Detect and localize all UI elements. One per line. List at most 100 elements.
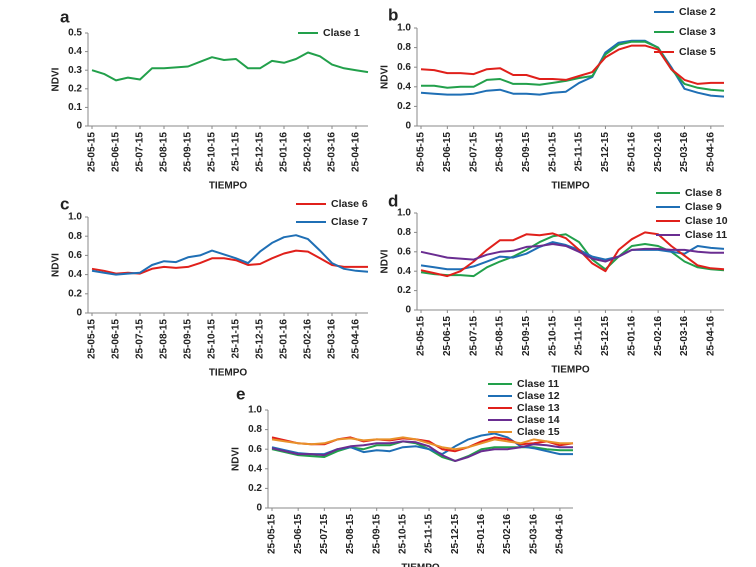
legend-label: Clase 11 [517,378,559,390]
series-line [420,241,725,271]
legend-label: Clase 15 [517,426,560,438]
x-tick-label: 25-12-15 [600,316,611,356]
y-tick-label: 0.6 [397,246,411,257]
y-tick-label: 0.4 [248,463,262,474]
x-tick-label: 25-06-15 [293,514,304,554]
x-tick-label: 25-06-15 [442,132,453,172]
x-tick-label: 25-05-15 [87,132,98,172]
y-axis-title: NDVI [51,67,62,91]
x-tick-label: 25-12-15 [600,132,611,172]
x-tick-label: 25-06-15 [442,316,453,356]
x-tick-label: 25-03-16 [679,316,690,356]
x-tick-label: 25-07-15 [319,514,330,554]
y-tick-label: 0.5 [68,28,82,39]
x-tick-label: 25-12-15 [450,514,461,554]
x-tick-label: 25-05-15 [416,132,427,172]
x-tick-label: 25-10-15 [398,514,409,554]
x-tick-label: 25-02-16 [303,132,314,172]
x-tick-label: 25-04-16 [351,319,362,359]
x-tick-label: 25-06-15 [111,319,122,359]
legend-label: Clase 13 [517,402,560,414]
legend-label: Clase 1 [323,27,360,39]
y-tick-label: 0.4 [68,46,82,57]
x-tick-label: 25-08-15 [159,319,170,359]
x-tick-label: 25-05-15 [267,514,278,554]
y-tick-label: 0.2 [68,288,82,299]
x-tick-label: 25-01-16 [279,319,290,359]
x-tick-label: 25-07-15 [468,316,479,356]
series-line [271,436,573,451]
y-axis-title: NDVI [51,253,62,277]
y-tick-label: 0.8 [397,227,411,238]
y-tick-label: 0.4 [397,81,411,92]
x-tick-label: 25-09-15 [183,132,194,172]
series-line [420,231,725,278]
x-tick-label: 25-01-16 [476,514,487,554]
x-tick-label: 25-02-16 [303,319,314,359]
series-line [271,440,573,462]
x-tick-label: 25-02-16 [653,132,664,172]
panel-label: b [388,5,398,24]
series-line [420,233,725,278]
y-tick-label: 0 [405,121,411,132]
x-tick-label: 25-11-15 [574,132,585,172]
panel-label: e [236,384,245,403]
x-tick-label: 25-09-15 [183,319,194,359]
x-tick-label: 25-06-15 [111,132,122,172]
y-tick-label: 0 [76,308,82,319]
x-tick-label: 25-03-16 [528,514,539,554]
y-tick-label: 1.0 [397,23,411,34]
x-tick-label: 25-08-15 [159,132,170,172]
x-tick-label: 25-04-16 [351,132,362,172]
x-axis-title: TIEMPO [401,563,440,567]
x-tick-label: 25-09-15 [371,514,382,554]
y-tick-label: 0 [256,503,262,514]
x-tick-label: 25-02-16 [653,316,664,356]
y-tick-label: 0.1 [68,102,82,113]
panel-label: c [60,194,69,213]
y-tick-label: 0.2 [397,101,411,112]
x-tick-label: 25-02-16 [502,514,513,554]
x-tick-label: 25-08-15 [495,316,506,356]
y-tick-label: 0.4 [397,266,411,277]
x-axis-title: TIEMPO [551,181,590,192]
y-tick-label: 0.8 [248,424,262,435]
x-axis-title: TIEMPO [209,368,248,379]
x-tick-label: 25-12-15 [255,319,266,359]
x-tick-label: 25-10-15 [547,132,558,172]
panel-label: d [388,191,398,210]
y-tick-label: 0 [76,121,82,132]
x-tick-label: 25-10-15 [547,316,558,356]
x-tick-label: 25-01-16 [626,316,637,356]
x-tick-label: 25-07-15 [135,319,146,359]
y-tick-label: 0.8 [68,231,82,242]
x-tick-label: 25-11-15 [574,316,585,356]
y-tick-label: 0.3 [68,65,82,76]
x-tick-label: 25-10-15 [207,319,218,359]
series-line [420,243,724,263]
x-tick-label: 25-07-15 [135,132,146,172]
series-line [91,234,369,276]
x-tick-label: 25-05-15 [416,316,427,356]
y-axis-title: NDVI [231,447,242,471]
x-tick-label: 25-03-16 [327,132,338,172]
x-tick-label: 25-12-15 [255,132,266,172]
x-tick-label: 25-04-16 [705,316,716,356]
x-axis-title: TIEMPO [209,181,248,192]
x-tick-label: 25-11-15 [231,319,242,359]
x-tick-label: 25-03-16 [679,132,690,172]
y-tick-label: 0.6 [397,62,411,73]
legend-label: Clase 5 [679,46,716,58]
x-tick-label: 25-04-16 [705,132,716,172]
x-tick-label: 25-04-16 [555,514,566,554]
x-tick-label: 25-10-15 [207,132,218,172]
y-tick-label: 1.0 [397,208,411,219]
x-tick-label: 25-07-15 [468,132,479,172]
x-tick-label: 25-05-15 [87,319,98,359]
x-tick-label: 25-09-15 [521,316,532,356]
x-tick-label: 25-08-15 [495,132,506,172]
legend-label: Clase 9 [685,201,722,213]
x-tick-label: 25-01-16 [626,132,637,172]
y-axis-title: NDVI [380,65,391,89]
